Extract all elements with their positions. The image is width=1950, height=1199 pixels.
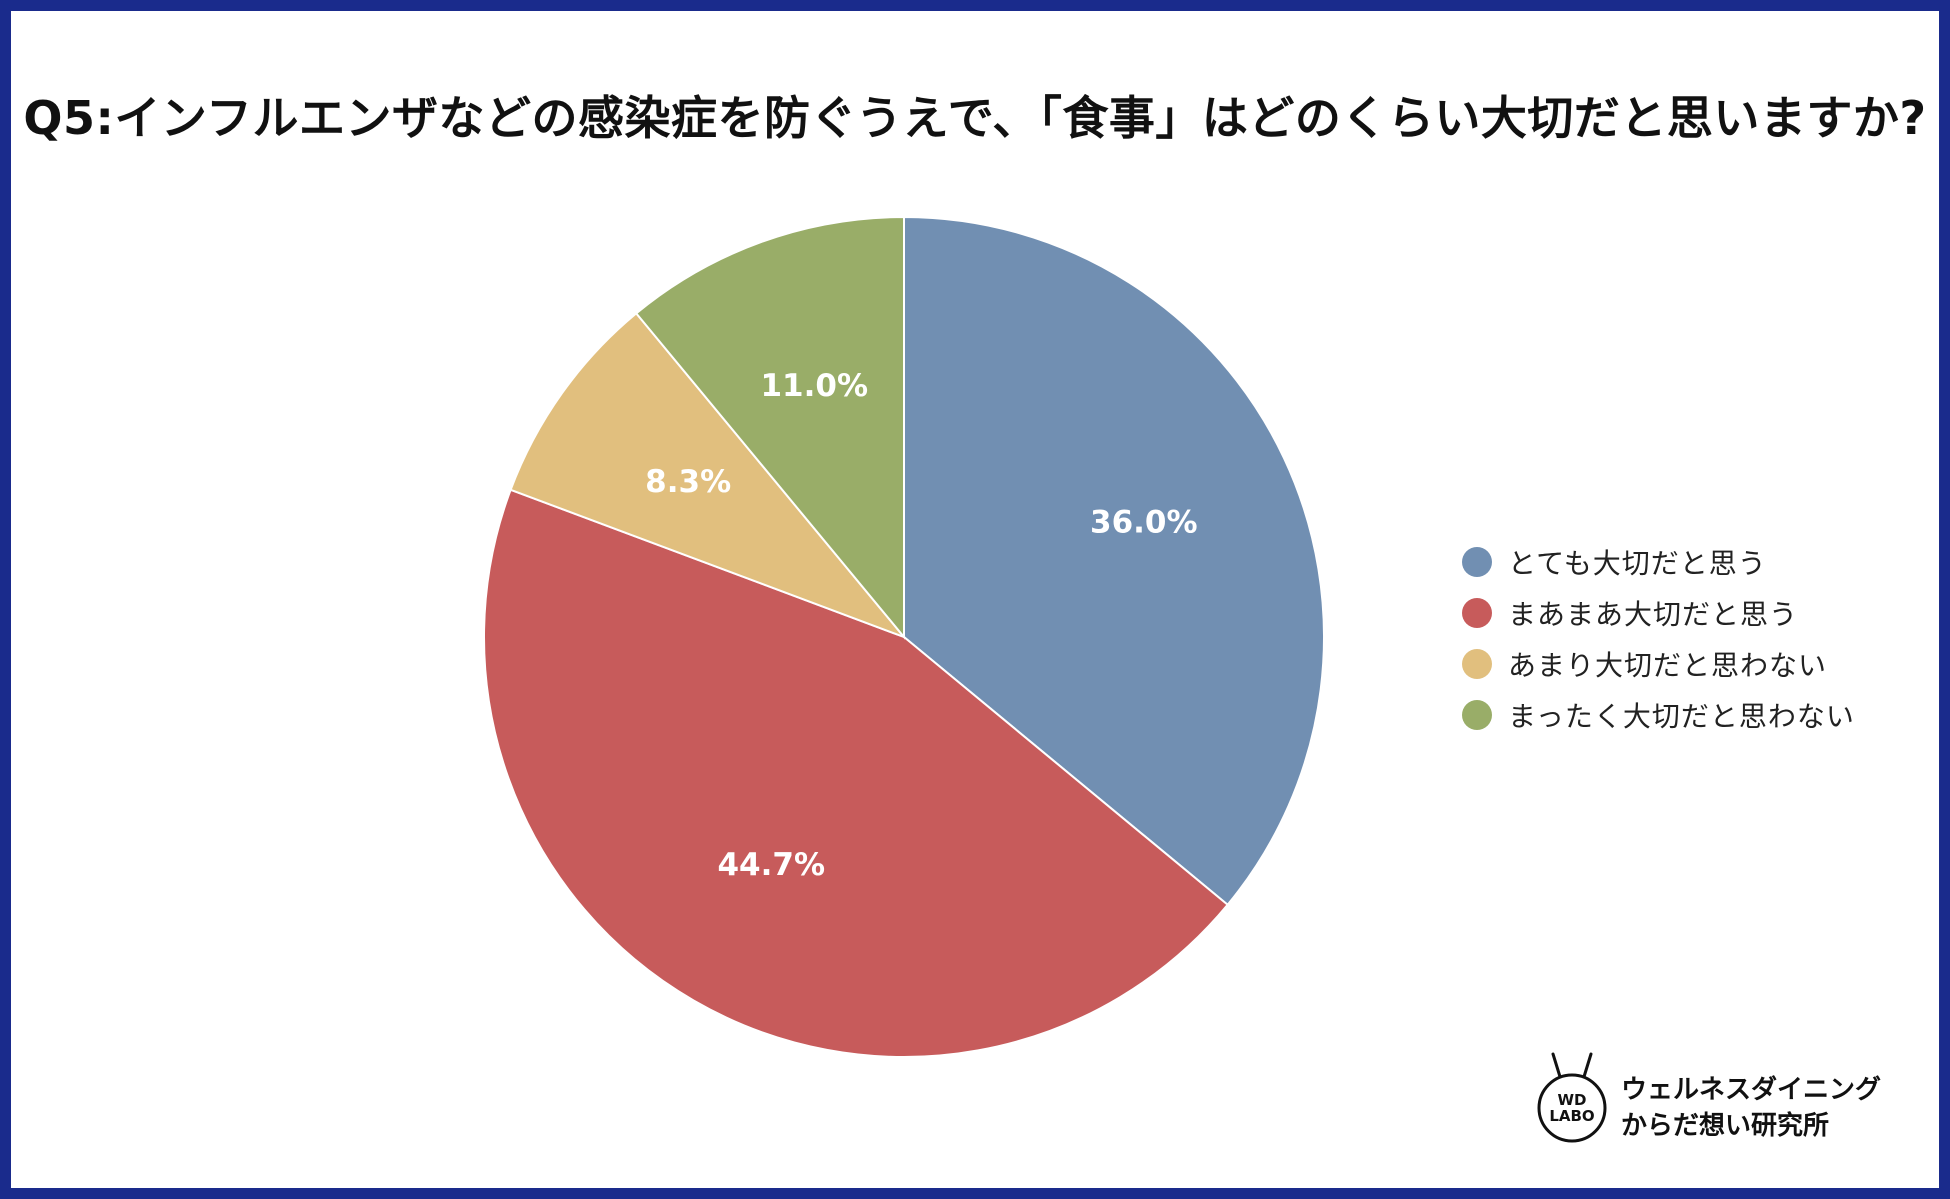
slice-value-label: 8.3% bbox=[645, 464, 731, 500]
slice-value-label: 36.0% bbox=[1090, 505, 1198, 541]
legend-swatch-icon bbox=[1462, 546, 1492, 577]
pie-slice bbox=[903, 215, 1326, 907]
chart-legend: とても大切だと思う まあまあ大切だと思う あまり大切だと思わない まったく大切だ… bbox=[1462, 536, 1855, 740]
logo-mark-text: WD LABO bbox=[1535, 1092, 1609, 1124]
legend-item: まったく大切だと思わない bbox=[1462, 689, 1855, 740]
legend-label: まったく大切だと思わない bbox=[1508, 699, 1855, 733]
legend-label: とても大切だと思う bbox=[1508, 546, 1767, 580]
brand-name: ウェルネスダイニング からだ想い研究所 bbox=[1621, 1072, 1881, 1144]
legend-item: まあまあ大切だと思う bbox=[1462, 587, 1855, 638]
legend-swatch-icon bbox=[1462, 648, 1492, 679]
logo-mark-line: WD LABO bbox=[1549, 1091, 1595, 1125]
flask-logo-icon bbox=[1537, 1052, 1607, 1143]
legend-item: とても大切だと思う bbox=[1462, 536, 1855, 587]
pie-slice bbox=[634, 215, 905, 640]
brand-name-line1: ウェルネスダイニング bbox=[1621, 1075, 1882, 1105]
legend-swatch-icon bbox=[1462, 597, 1492, 628]
slice-value-label: 11.0% bbox=[760, 368, 868, 404]
legend-label: あまり大切だと思わない bbox=[1508, 648, 1828, 682]
legend-swatch-icon bbox=[1462, 699, 1492, 730]
chart-title: Q5:インフルエンザなどの感染症を防ぐうえで、「食事」はどのくらい大切だと思いま… bbox=[23, 91, 1927, 145]
brand-name-line2: からだ想い研究所 bbox=[1621, 1111, 1830, 1141]
pie-slice bbox=[482, 488, 1230, 1059]
legend-item: あまり大切だと思わない bbox=[1462, 638, 1855, 689]
legend-label: まあまあ大切だと思う bbox=[1508, 597, 1799, 631]
pie-slice bbox=[509, 311, 908, 640]
slice-value-label: 44.7% bbox=[717, 847, 825, 883]
